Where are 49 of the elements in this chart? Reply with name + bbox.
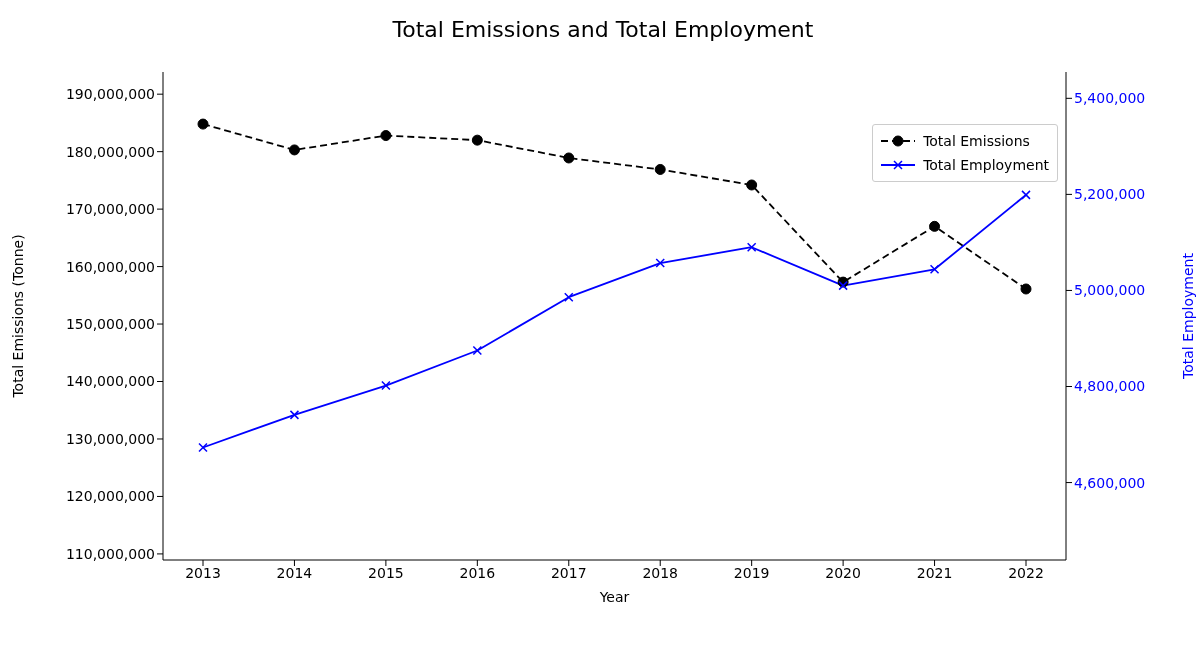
point: [198, 442, 208, 453]
x-tick-label: 2019: [733, 564, 770, 581]
y2-axis-title: Total Employment: [1179, 252, 1196, 380]
point: [1020, 283, 1032, 295]
y-tick-label: 120,000,000: [65, 488, 155, 505]
y2-tick-label: 4,800,000: [1074, 378, 1146, 395]
point: [838, 280, 848, 291]
x-tick-label: 2017: [550, 564, 587, 581]
point: [746, 179, 758, 191]
point: [1021, 190, 1031, 200]
x-tick-label: 2018: [642, 564, 679, 581]
point: [289, 410, 300, 420]
chart-title: Total Emissions and Total Employment: [391, 16, 815, 44]
x-tick-label: 2015: [368, 564, 404, 581]
point: [288, 144, 300, 156]
point: [563, 152, 575, 164]
x-tick-label: 2016: [459, 564, 496, 581]
y2-tick-label: 4,600,000: [1074, 474, 1146, 491]
y-tick-label: 110,000,000: [65, 545, 155, 562]
x-tick-label: 2022: [1008, 564, 1044, 581]
y-tick-label: 180,000,000: [65, 143, 155, 160]
y-tick-label: 170,000,000: [65, 201, 155, 218]
x-axis-title: Year: [598, 589, 630, 605]
point: [381, 380, 391, 391]
point: [380, 130, 392, 142]
y-tick-label: 160,000,000: [65, 258, 155, 275]
point: [197, 118, 209, 130]
point: [929, 220, 941, 232]
y-tick-label: 130,000,000: [65, 430, 155, 447]
y2-tick-label: 5,400,000: [1074, 90, 1146, 107]
x-tick-label: 2021: [916, 564, 953, 581]
y2-tick-label: 5,000,000: [1074, 282, 1146, 299]
point: [564, 292, 574, 302]
x-tick-label: 2014: [276, 564, 313, 581]
legend-label: Total Employment: [923, 157, 1049, 173]
point: [929, 264, 940, 275]
point: [655, 258, 665, 268]
y-tick-label: 140,000,000: [65, 373, 155, 390]
y-tick-label: 190,000,000: [65, 86, 155, 103]
point: [746, 242, 757, 252]
y2-tick-label: 5,200,000: [1074, 186, 1146, 203]
point: [654, 163, 666, 175]
point: [472, 345, 483, 356]
legend-label: Total Emissions: [923, 133, 1030, 149]
y-axis-title: Total Emissions (Tonne): [9, 234, 26, 399]
y-tick-label: 150,000,000: [65, 316, 155, 333]
x-tick-label: 2020: [825, 564, 861, 581]
point: [471, 134, 483, 146]
x-tick-label: 2013: [185, 564, 221, 581]
